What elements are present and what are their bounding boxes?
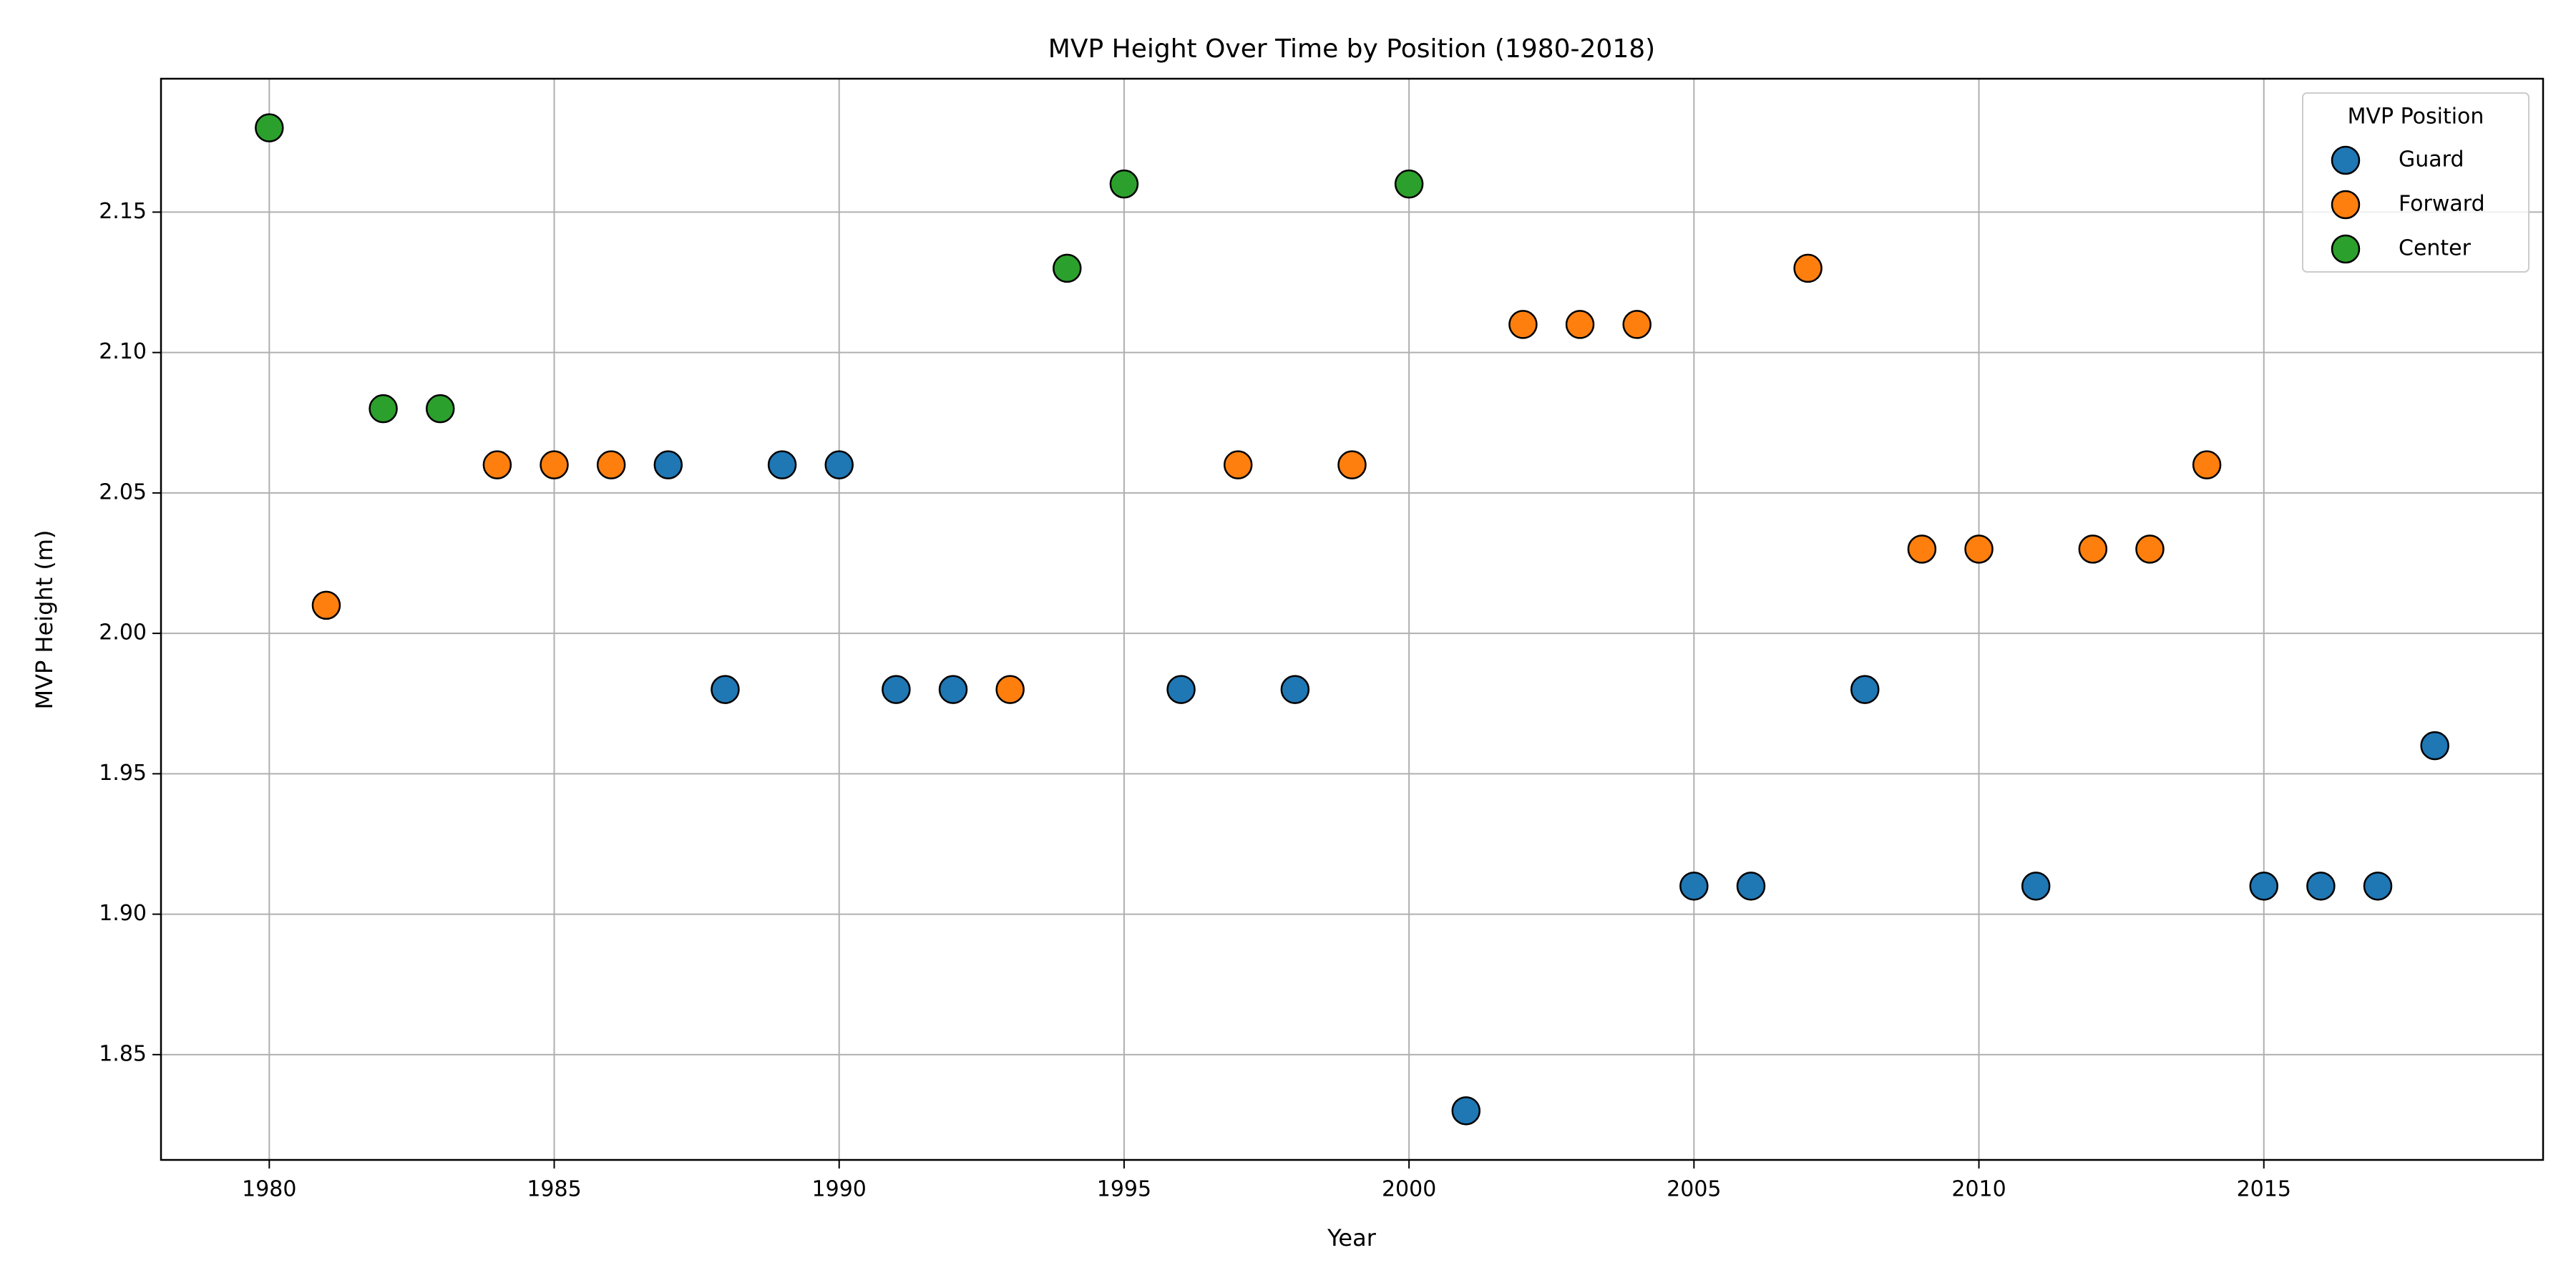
grid (161, 79, 2543, 1160)
point (2192, 450, 2222, 479)
point (1565, 310, 1595, 339)
point (540, 450, 569, 479)
legend: MVP Position Guard Forward Center (2302, 92, 2529, 273)
y-axis-label: MVP Height (m) (31, 530, 58, 709)
x-tick-label: 1995 (1097, 1177, 1151, 1202)
x-axis-label: Year (1327, 1224, 1377, 1252)
point (2363, 872, 2393, 901)
point (2078, 535, 2108, 564)
legend-title: MVP Position (2348, 104, 2484, 130)
legend-label: Guard (2399, 147, 2464, 172)
y-tick-label: 2.10 (99, 339, 147, 364)
x-tick-label: 2010 (1951, 1177, 2006, 1202)
legend-label: Center (2399, 236, 2472, 261)
point (2135, 535, 2165, 564)
point (2306, 872, 2336, 901)
point (1508, 310, 1538, 339)
y-tick-label: 1.90 (99, 901, 147, 926)
legend-label: Forward (2399, 192, 2485, 217)
point (1736, 872, 1766, 901)
point (1223, 450, 1253, 479)
point (425, 394, 455, 424)
point (653, 450, 683, 479)
point (482, 450, 512, 479)
point (1907, 535, 1937, 564)
point (311, 590, 341, 620)
point (1166, 675, 1196, 704)
y-tick-label: 2.15 (99, 199, 147, 224)
point (995, 675, 1025, 704)
point (1451, 1096, 1481, 1126)
x-tick-label: 2015 (2237, 1177, 2291, 1202)
point (1850, 675, 1880, 704)
legend-marker (2331, 190, 2361, 220)
y-tick-label: 1.85 (99, 1041, 147, 1066)
point (2249, 872, 2279, 901)
x-tick-label: 1985 (527, 1177, 581, 1202)
point (2420, 731, 2449, 761)
legend-marker (2331, 145, 2361, 175)
x-tick-label: 2005 (1667, 1177, 1721, 1202)
point (938, 675, 968, 704)
x-tick-label: 2000 (1382, 1177, 1436, 1202)
point (1793, 253, 1823, 283)
point (1679, 872, 1709, 901)
point (1109, 169, 1139, 199)
x-tick-label: 1980 (242, 1177, 296, 1202)
point (882, 675, 911, 704)
chart-title: MVP Height Over Time by Position (1980-2… (1048, 34, 1655, 64)
point (1622, 310, 1652, 339)
y-tick-label: 2.05 (99, 479, 147, 504)
point (1280, 675, 1310, 704)
legend-marker (2331, 234, 2361, 264)
point (1053, 253, 1082, 283)
y-tick-label: 1.95 (99, 761, 147, 786)
point (711, 675, 740, 704)
point (596, 450, 626, 479)
point (767, 450, 797, 479)
point (1394, 169, 1424, 199)
point (255, 113, 284, 142)
point (1337, 450, 1367, 479)
point (369, 394, 398, 424)
point (824, 450, 854, 479)
plot-frame (160, 77, 2545, 1161)
legend-box (2302, 92, 2529, 273)
point (1964, 535, 1994, 564)
y-tick-label: 2.00 (99, 620, 147, 645)
point (2021, 872, 2051, 901)
x-tick-label: 1990 (812, 1177, 867, 1202)
